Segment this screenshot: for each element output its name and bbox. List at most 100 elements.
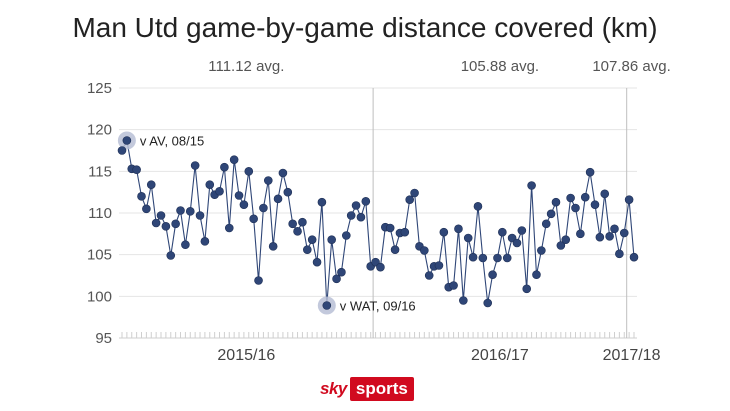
data-point [161,222,171,231]
data-point [527,181,536,190]
data-point [483,298,493,308]
y-tick-label-95: 95 [95,330,112,347]
data-point [420,246,429,255]
data-point [424,271,434,280]
data-point [478,253,488,263]
data-point [541,219,551,229]
data-point [224,223,234,233]
data-point [298,217,307,227]
data-point [512,238,522,248]
data-point [390,245,400,254]
season-average-3: 107.86 avg. [592,58,670,75]
data-point [302,245,312,254]
data-point [156,211,166,220]
data-point [312,257,322,267]
annotation-label: v AV, 08/15 [140,134,204,149]
data-point [376,262,385,272]
data-point [473,202,483,211]
logo-sky-text: sky [318,377,350,401]
annotation-label: v WAT, 09/16 [340,299,416,314]
data-point [629,252,639,262]
data-point [566,193,575,203]
data-point [117,146,127,155]
data-point [229,155,239,164]
data-point [259,203,268,213]
data-point [200,237,210,246]
data-point [346,211,356,220]
data-point [459,296,468,305]
season-label-1: 2015/16 [217,347,275,364]
data-point [146,180,156,189]
season-average-1: 111.12 avg. [208,58,284,75]
data-point [142,204,151,214]
data-point [268,242,278,251]
data-point [263,176,273,185]
data-point [517,226,527,235]
data-point [190,161,200,170]
data-point [283,187,293,197]
data-point [244,167,254,176]
data-point [254,276,263,285]
data-point [317,197,327,207]
data-point [605,232,614,241]
data-point [619,228,629,238]
y-tick-label-125: 125 [87,80,112,97]
data-point [215,187,224,196]
data-point [273,194,283,204]
data-point [332,274,341,284]
data-point [439,227,449,237]
season-label-2: 2016/17 [471,347,529,364]
data-point [400,227,410,237]
chart-title: Man Utd game-by-game distance covered (k… [72,12,658,43]
data-point [410,188,419,198]
data-point [132,165,141,174]
data-point [590,200,600,209]
data-point [556,241,566,250]
data-point [356,212,366,222]
data-point [546,209,556,219]
data-point [195,211,205,220]
data-point [307,235,317,244]
data-point [137,192,146,201]
data-point [463,233,473,243]
data-point [498,227,507,237]
data-point [337,267,346,277]
data-point [176,206,185,215]
data-point [171,219,180,229]
data-point [522,284,532,294]
data-point [532,270,541,279]
data-point [468,252,478,262]
data-point [580,192,590,202]
data-point [205,180,215,189]
data-point [293,227,302,236]
season-label-3: 2017/18 [603,347,661,364]
y-tick-label-100: 100 [87,288,112,305]
y-tick-label-110: 110 [88,205,112,222]
data-point [434,261,444,270]
data-point [220,162,229,172]
y-tick-label-115: 115 [88,163,112,180]
data-point [239,200,249,209]
data-point [493,253,502,263]
data-point [585,167,595,177]
data-point [454,224,463,234]
data-point [181,240,190,249]
data-point [561,235,571,244]
data-point [166,251,176,260]
data-point [327,235,336,244]
data-point [351,201,361,210]
data-point [488,270,497,279]
data-point [322,301,332,310]
data-point [610,224,619,234]
y-tick-label-120: 120 [87,122,112,139]
data-point [342,231,351,240]
data-point [615,249,624,259]
sky-sports-logo: sky sports [318,377,414,401]
data-point [624,195,634,204]
data-point [234,191,244,200]
data-point [122,136,132,145]
season-average-2: 105.88 avg. [461,58,539,75]
data-point [600,189,610,199]
